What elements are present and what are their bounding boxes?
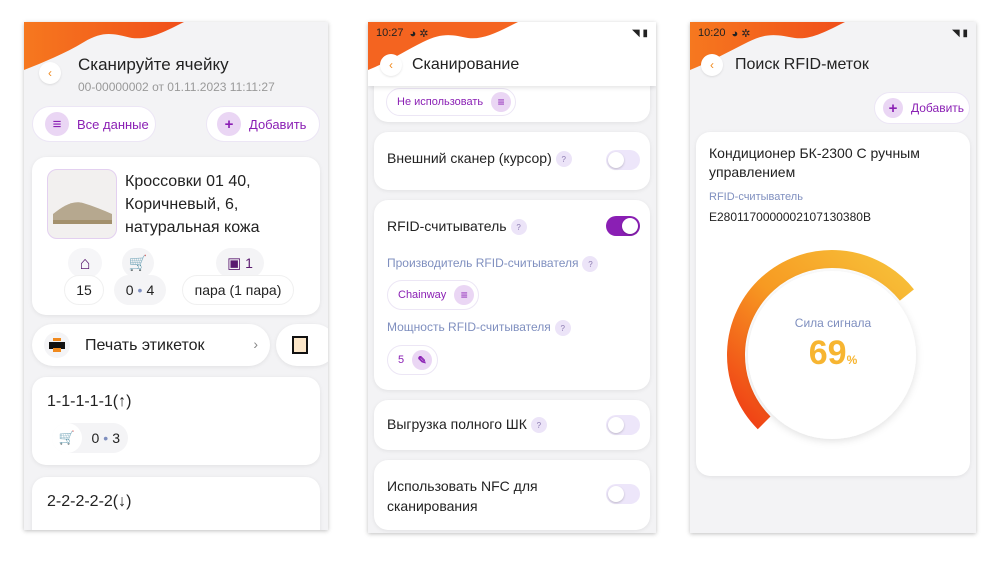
item-name: Кондиционер БК-2300 С ручным управлением	[709, 145, 920, 180]
cart-qty: 🛒 0 • 3	[52, 423, 128, 453]
page-title: Поиск RFID-меток	[735, 56, 869, 73]
scanner-mode-select[interactable]: Не использовать ≡	[386, 88, 517, 116]
product-card[interactable]: Кроссовки 01 40, Коричневый, 6, натураль…	[32, 157, 320, 315]
scanner-mode-value: Не использовать	[397, 96, 484, 108]
print-labels-label: Печать этикеток	[85, 337, 205, 354]
reader-label: RFID-считыватель	[709, 191, 803, 203]
status-bar: 10:27 ◕ ✲ ◥ ▮	[376, 26, 648, 40]
nfc-toggle[interactable]	[606, 484, 640, 504]
add-button[interactable]: + Добавить	[874, 92, 970, 124]
rfid-power-label: Мощность RFID-считывателя?	[387, 320, 571, 336]
signal-label: Сила сигнала	[794, 316, 872, 330]
full-barcode-toggle[interactable]	[606, 415, 640, 435]
cell-list-item[interactable]: 1-1-1-1-1(↑) 🛒 0 • 3	[32, 377, 320, 465]
rfid-vendor-value: Chainway	[398, 289, 447, 301]
all-data-label: Все данные	[77, 116, 149, 132]
pencil-icon: ✎	[412, 350, 433, 370]
nfc-setting: Использовать NFC для сканирования	[374, 460, 650, 530]
cart-total-value: 4	[146, 282, 155, 298]
help-icon[interactable]: ?	[530, 417, 547, 434]
cell-qty-value: 15	[76, 282, 92, 298]
app-icon: ◕ ✲	[409, 27, 429, 40]
clock: 10:27	[376, 27, 404, 39]
unit-chip: пара (1 пара)	[182, 275, 294, 305]
help-icon[interactable]: ?	[510, 219, 527, 236]
help-icon[interactable]: ?	[555, 151, 572, 168]
screen-scanning-settings: 10:27 ◕ ✲ ◥ ▮ ‹ Сканирование Не использова…	[368, 22, 656, 533]
box-icon: ▣	[227, 255, 242, 272]
help-icon[interactable]: ?	[582, 256, 599, 272]
plus-icon: +	[217, 112, 241, 136]
wifi-battery-icon: ◥ ▮	[952, 27, 968, 39]
cart-icon: 🛒	[122, 248, 154, 278]
list-icon: ≡	[491, 92, 512, 112]
rfid-vendor-label: Производитель RFID-считывателя?	[387, 256, 599, 272]
page-title: Сканируйте ячейку	[78, 55, 229, 74]
add-button[interactable]: + Добавить	[206, 106, 320, 142]
cart-qty-value: 0	[91, 430, 100, 446]
external-scanner-setting: Внешний сканер (курсор)?	[374, 132, 650, 190]
chevron-right-icon: ›	[253, 336, 258, 352]
add-label: Добавить	[911, 101, 965, 115]
screen-rfid-search: 10:20 ◕ ✲ ◥ ▮ ‹ Поиск RFID-меток + Добавить…	[690, 22, 976, 533]
external-scanner-toggle[interactable]	[606, 150, 640, 170]
package-chip: ▣ 1	[216, 248, 264, 278]
signal-value: 69%	[808, 334, 858, 372]
pack-count: 1	[245, 255, 253, 271]
cart-icon: 🛒	[52, 423, 82, 453]
app-icon: ◕ ✲	[731, 27, 751, 40]
back-button[interactable]: ‹	[39, 62, 61, 84]
rfid-power-value: 5	[398, 354, 405, 366]
wifi-battery-icon: ◥ ▮	[632, 27, 648, 39]
all-data-button[interactable]: ≡ Все данные	[32, 106, 156, 142]
back-button[interactable]: ‹	[701, 54, 723, 76]
cell-qty: 15	[64, 275, 104, 305]
page-subtitle: 00-00000002 от 01.11.2023 11:11:27	[78, 80, 275, 94]
document-icon	[292, 336, 308, 354]
plus-icon: +	[883, 98, 903, 118]
page-title: Сканирование	[412, 56, 520, 73]
help-icon[interactable]: ?	[554, 320, 571, 336]
status-bar: 10:20 ◕ ✲ ◥ ▮	[698, 26, 968, 40]
screen-scan-cell: ‹ Сканируйте ячейку 00-00000002 от 01.11…	[24, 22, 328, 530]
rfid-tag-card: Кондиционер БК-2300 С ручным управлением…	[696, 132, 970, 476]
cell-list-item[interactable]: 2-2-2-2-2(↓)	[32, 477, 320, 530]
header-wave	[690, 22, 845, 70]
product-image	[47, 169, 117, 239]
print-labels-button[interactable]: Печать этикеток ›	[32, 324, 270, 366]
rfid-label: RFID-считыватель?	[387, 218, 527, 236]
signal-arc	[727, 250, 914, 430]
nfc-label: Использовать NFC для сканирования	[387, 478, 538, 514]
rfid-vendor-select[interactable]: Chainway ≡	[387, 280, 480, 310]
printer-icon	[44, 332, 70, 358]
cart-total-value: 3	[112, 430, 120, 446]
rfid-tag-value: E280117000000210713038​0B	[709, 210, 871, 224]
document-button[interactable]	[276, 324, 328, 366]
header-wave	[368, 22, 518, 70]
rfid-power-field[interactable]: 5 ✎	[387, 345, 439, 375]
header-wave	[24, 22, 184, 70]
cell-qty-icon: ⌂	[68, 248, 102, 278]
add-label: Добавить	[249, 116, 307, 132]
filter-icon: ≡	[45, 112, 69, 136]
rfid-toggle[interactable]	[606, 216, 640, 236]
cell-name: 1-1-1-1-1(↑)	[47, 393, 132, 410]
full-barcode-setting: Выгрузка полного ШК?	[374, 400, 650, 450]
cell-name: 2-2-2-2-2(↓)	[47, 493, 132, 510]
external-scanner-label: Внешний сканер (курсор)?	[387, 150, 572, 168]
product-name: Кроссовки 01 40, Коричневый, 6, натураль…	[125, 173, 260, 236]
signal-gauge	[727, 250, 916, 439]
gauge-inner-circle	[748, 271, 916, 439]
rfid-setting: RFID-считыватель? Производитель RFID-счи…	[374, 200, 650, 390]
back-button[interactable]: ‹	[380, 54, 402, 76]
list-icon: ≡	[454, 285, 475, 305]
full-barcode-label: Выгрузка полного ШК?	[387, 416, 547, 434]
cart-qty: 0 • 4	[114, 275, 166, 305]
app-bar: 10:27 ◕ ✲ ◥ ▮ ‹ Сканирование	[368, 22, 656, 86]
clock: 10:20	[698, 27, 726, 39]
cart-qty-value: 0	[125, 282, 134, 298]
